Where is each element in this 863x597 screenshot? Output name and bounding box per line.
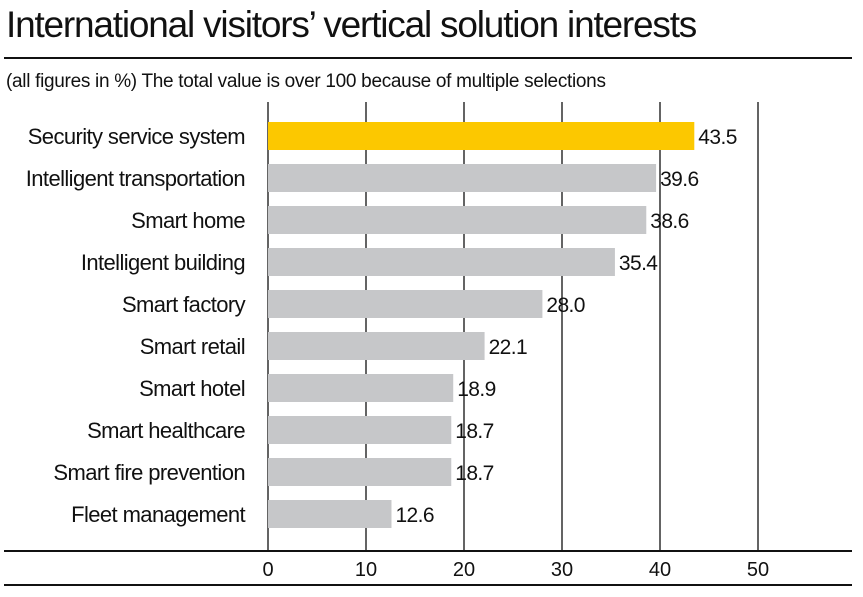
bar <box>268 458 452 486</box>
bars-layer: Security service system 43.5 Intelligent t… <box>26 122 737 528</box>
bar <box>268 416 452 444</box>
category-label: Smart home <box>131 208 245 233</box>
bar <box>268 122 695 150</box>
category-label: Smart factory <box>122 292 246 317</box>
data-label: 12.6 <box>395 504 433 527</box>
bar <box>268 290 543 318</box>
bar <box>268 332 485 360</box>
category-label: Smart retail <box>140 334 245 359</box>
bar <box>268 164 657 192</box>
data-label: 43.5 <box>698 126 736 149</box>
x-tick-label: 20 <box>453 559 475 581</box>
chart-title: International visitors’ vertical solutio… <box>6 4 697 45</box>
x-tick-label: 30 <box>551 559 573 581</box>
category-label: Smart hotel <box>139 376 245 401</box>
axis-layer: 0 10 20 30 40 50 <box>4 550 852 586</box>
data-label: 18.7 <box>455 420 493 443</box>
bar <box>268 500 392 528</box>
data-label: 39.6 <box>660 168 698 191</box>
data-label: 18.9 <box>457 378 495 401</box>
bar <box>268 248 615 276</box>
category-label: Intelligent transportation <box>26 166 245 191</box>
data-label: 28.0 <box>546 294 584 317</box>
data-label: 22.1 <box>489 336 527 359</box>
data-label: 18.7 <box>455 462 493 485</box>
chart-subtitle: (all figures in %) The total value is ov… <box>6 71 606 92</box>
x-tick-label: 40 <box>649 559 671 581</box>
bar <box>268 206 647 234</box>
category-label: Smart fire prevention <box>53 460 245 485</box>
category-label: Intelligent building <box>81 250 245 275</box>
x-tick-label: 10 <box>355 559 377 581</box>
data-label: 38.6 <box>650 210 688 233</box>
bar <box>268 374 454 402</box>
x-tick-label: 50 <box>747 559 769 581</box>
category-label: Fleet management <box>71 502 245 527</box>
category-label: Smart healthcare <box>87 418 245 443</box>
title-divider <box>4 57 852 59</box>
category-label: Security service system <box>28 124 245 149</box>
x-tick-label: 0 <box>262 559 273 581</box>
data-label: 35.4 <box>619 252 658 275</box>
